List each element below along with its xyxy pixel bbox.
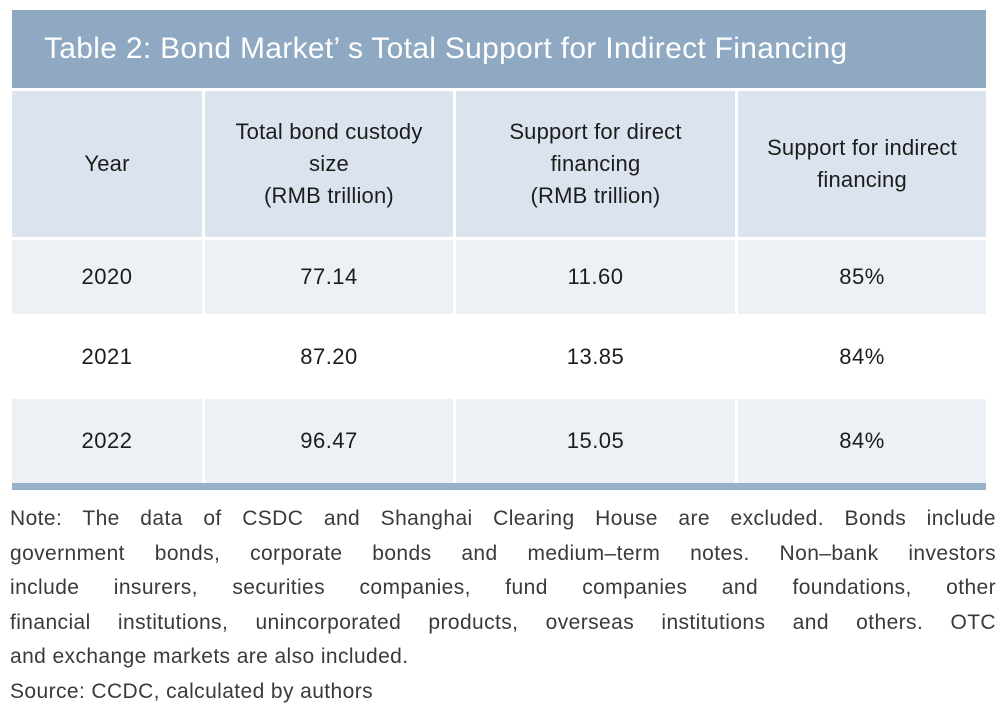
header-cell-year: Year — [12, 91, 202, 237]
cell-year: 2021 — [12, 317, 202, 396]
cell-value: 11.60 — [567, 264, 624, 289]
cell-year: 2020 — [12, 240, 202, 314]
cell-custody-size: 77.14 — [205, 240, 453, 314]
table-bottom-border — [12, 483, 986, 490]
cell-indirect-financing: 85% — [738, 240, 986, 314]
bond-market-table: Table 2: Bond Market’ s Total Support fo… — [12, 10, 986, 490]
source-line: Source: CCDC, calculated by authors — [10, 679, 373, 703]
table-title: Table 2: Bond Market’ s Total Support fo… — [12, 10, 986, 88]
table-header-row: Year Total bond custody size (RMB trilli… — [12, 91, 986, 237]
cell-indirect-financing: 84% — [738, 317, 986, 396]
cell-direct-financing: 11.60 — [456, 240, 735, 314]
header-line: Support for indirect — [767, 135, 957, 160]
cell-value: 2022 — [81, 428, 133, 453]
header-line: (RMB trillion) — [264, 183, 394, 208]
header-line: financing — [550, 151, 641, 176]
cell-year: 2022 — [12, 399, 202, 483]
cell-value: 13.85 — [566, 343, 625, 369]
header-line: size — [309, 151, 349, 176]
header-line: financing — [817, 167, 907, 192]
cell-value: 85% — [839, 264, 885, 289]
header-line: Total bond custody — [235, 119, 423, 144]
cell-indirect-financing: 84% — [738, 399, 986, 483]
cell-custody-size: 87.20 — [205, 317, 453, 396]
cell-value: 2020 — [81, 264, 133, 289]
cell-value: 84% — [839, 343, 885, 369]
header-cell-direct-financing: Support for direct financing (RMB trilli… — [456, 91, 735, 237]
header-line: (RMB trillion) — [530, 183, 661, 208]
note-line: government bonds, corporate bonds and me… — [10, 541, 996, 565]
cell-value: 96.47 — [300, 428, 358, 453]
cell-value: 77.14 — [300, 264, 358, 289]
note-line: Note: The data of CSDC and Shanghai Clea… — [10, 507, 996, 530]
table-row-2021: 2021 87.20 13.85 84% — [12, 317, 986, 396]
table-row-2020: 2020 77.14 11.60 85% — [12, 240, 986, 314]
table-note-block: Note: The data of CSDC and Shanghai Clea… — [10, 502, 996, 709]
table-row-2022: 2022 96.47 15.05 84% — [12, 399, 986, 483]
header-cell-indirect-financing: Support for indirect financing — [738, 91, 986, 237]
note-line: and exchange markets are also included. — [10, 645, 409, 668]
cell-direct-financing: 13.85 — [456, 317, 735, 396]
note-line: include insurers, securities companies, … — [10, 576, 996, 599]
cell-custody-size: 96.47 — [205, 399, 453, 483]
cell-value: 84% — [839, 428, 885, 453]
cell-direct-financing: 15.05 — [456, 399, 735, 483]
header-line: Support for direct — [509, 119, 682, 144]
header-cell-custody-size: Total bond custody size (RMB trillion) — [205, 91, 453, 237]
header-line: Year — [84, 151, 130, 176]
note-line: financial institutions, unincorporated p… — [10, 610, 996, 634]
cell-value: 15.05 — [566, 428, 625, 453]
cell-value: 87.20 — [300, 343, 358, 369]
cell-value: 2021 — [81, 343, 133, 369]
